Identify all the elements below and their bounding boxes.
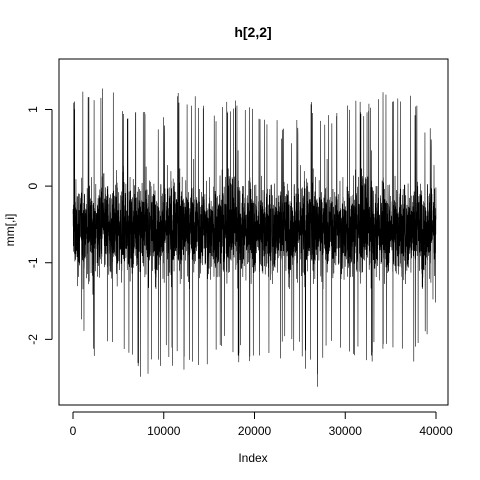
axes-layer: 0 10000 20000 30000 40000 -2 -1 0 1 bbox=[26, 106, 453, 438]
series-line bbox=[72, 88, 437, 387]
series-layer bbox=[72, 88, 437, 387]
x-tick-label: 0 bbox=[70, 424, 77, 438]
chart-title: h[2,2] bbox=[234, 24, 271, 40]
y-tick-label: 0 bbox=[26, 182, 40, 189]
x-tick-label: 40000 bbox=[419, 424, 453, 438]
x-axis-label: Index bbox=[238, 451, 267, 465]
y-tick-label: 1 bbox=[26, 106, 40, 113]
x-tick-label: 30000 bbox=[329, 424, 363, 438]
x-tick-label: 10000 bbox=[147, 424, 181, 438]
y-axis-label: mm[,i] bbox=[3, 214, 17, 247]
y-tick-label: -1 bbox=[26, 257, 40, 268]
x-tick-label: 20000 bbox=[238, 424, 272, 438]
plot-frame bbox=[58, 58, 449, 406]
y-tick-label: -2 bbox=[26, 334, 40, 345]
